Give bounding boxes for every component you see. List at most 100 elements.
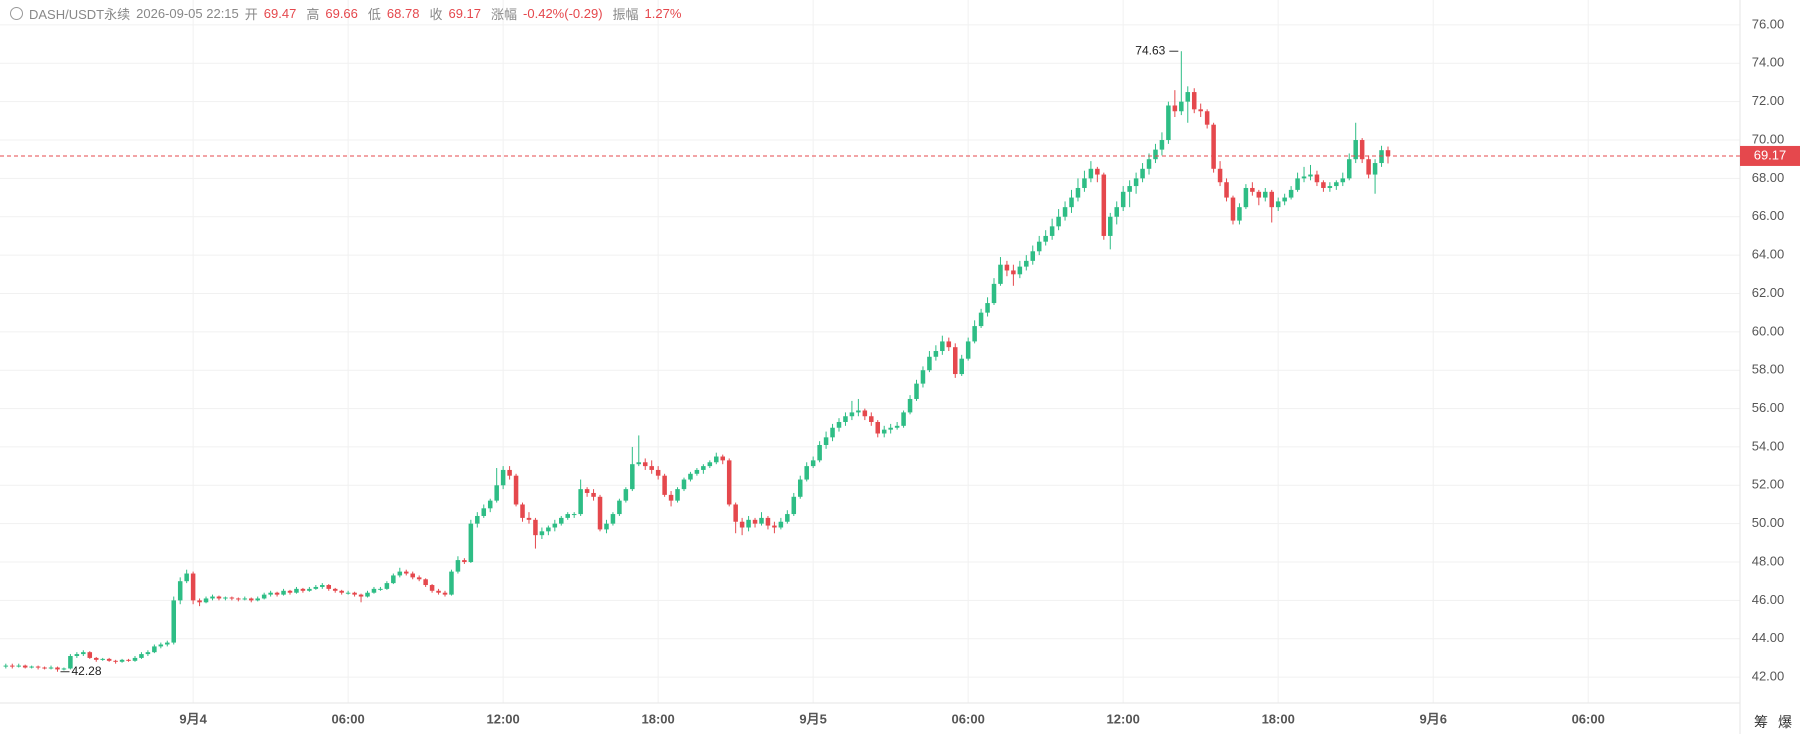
candle-body [1295,178,1300,190]
footer-button[interactable]: 筹 [1754,714,1768,730]
candle-body [965,341,971,359]
field-value: 69.17 [448,6,482,21]
candle-body [1198,109,1203,112]
y-tick-label: 42.00 [1752,669,1785,684]
candle-body [1263,191,1268,198]
collapse-icon[interactable] [10,7,23,20]
candle-body [42,667,47,669]
candle-body [1146,159,1152,169]
candle-body [1366,159,1371,175]
candle-body [1372,163,1378,175]
y-tick-label: 68.00 [1752,170,1785,185]
candle-body [475,515,480,524]
candle-body [190,573,196,601]
candle-body [785,514,790,522]
candle-body [849,412,855,417]
y-tick-label: 48.00 [1752,553,1785,568]
candle-body [22,665,28,668]
candle-body [132,657,138,661]
candle-body [991,283,997,304]
y-tick-label: 46.00 [1752,592,1785,607]
candle-body [449,571,454,595]
candle-body [507,469,512,476]
candle-body [869,416,874,422]
candle-body [772,525,777,528]
candle-body [720,456,725,461]
candle-body [804,466,809,480]
candle-body [823,437,829,446]
candle-body [642,462,648,467]
candle-body [1385,150,1391,156]
candle-body [1204,111,1210,125]
candle-body [145,652,151,655]
x-tick-label: 18:00 [1262,711,1295,726]
y-tick-label: 50.00 [1752,515,1785,530]
candle-body [455,560,461,572]
candle-body [565,514,570,518]
candle-body [384,583,390,589]
field-label: 低 [367,7,381,22]
candle-body [378,588,383,590]
candle-body [862,410,868,417]
field-value: 1.27% [644,6,682,21]
candle-body [197,600,202,603]
candle-body [216,596,222,599]
candle-body [623,489,629,501]
x-tick-label: 06:00 [332,711,365,726]
min-label: 42.28 [71,664,101,678]
candle-body [494,485,499,501]
candle-body [171,600,177,643]
candle-body [778,521,784,528]
candle-body [1230,197,1236,221]
candle-body [836,421,842,428]
candle-body [513,475,519,505]
candle-body [1191,92,1197,110]
candle-body [74,654,80,657]
candle-body [320,585,325,587]
candle-body [1314,174,1320,183]
candle-body [158,644,164,647]
candle-body [1217,168,1223,183]
candle-body [152,646,157,653]
candle-body [1082,178,1087,188]
candle-body [177,581,183,601]
candle-body [326,585,332,589]
candle-body [817,445,822,461]
candle-body [559,517,564,524]
symbol: DASH/USDT永续 [29,7,131,22]
candle-body [48,667,54,669]
time: 2026-09-05 22:15 [136,6,239,21]
candle-body [1024,260,1029,267]
candle-body [339,590,344,593]
x-tick-label: 06:00 [952,711,985,726]
candle-body [29,666,34,668]
candle-body [1224,182,1229,198]
candle-body [1275,201,1281,208]
candle-body [436,590,441,593]
candle-body [16,665,21,667]
candle-body [462,560,467,563]
y-tick-label: 60.00 [1752,323,1785,338]
candle-body [1004,264,1010,271]
candle-body [1301,176,1307,179]
candle-body [546,527,551,532]
candle-body [539,531,545,536]
candle-body [952,347,958,375]
candle-body [1340,178,1346,183]
candle-body [1211,124,1216,169]
candle-body [1049,226,1055,236]
candle-body [55,667,60,670]
y-tick-label: 54.00 [1752,438,1785,453]
candle-body [1075,187,1081,198]
candle-body [1353,140,1358,160]
candle-body [1101,174,1107,236]
candle-body [1088,168,1094,179]
candle-body [397,571,403,576]
candle-body [1133,178,1139,187]
candle-body [526,517,532,520]
candle-body [765,517,771,526]
footer-button[interactable]: 爆 [1778,714,1792,730]
candle-body [636,462,642,465]
y-tick-label: 56.00 [1752,400,1785,415]
